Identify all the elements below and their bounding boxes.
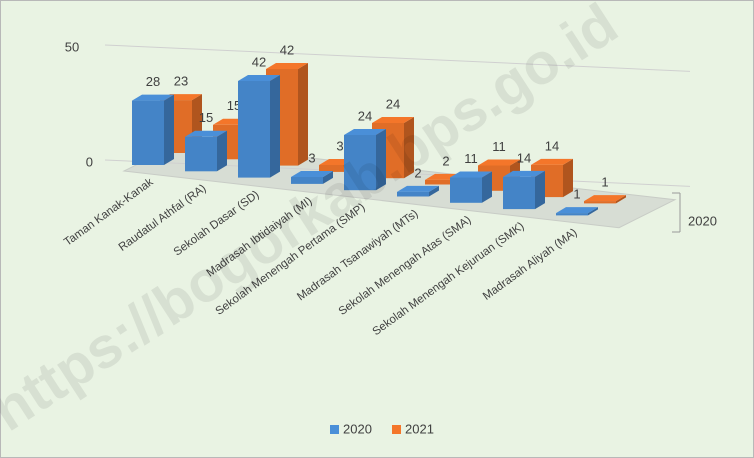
bar-top	[531, 158, 573, 165]
bar-top	[372, 117, 414, 123]
legend-swatch	[392, 425, 401, 434]
bar-top	[397, 185, 439, 192]
bar-top	[132, 94, 174, 101]
bar-front	[503, 176, 535, 210]
bar-side	[323, 171, 333, 184]
data-label: 1	[573, 187, 580, 202]
bar	[531, 158, 573, 198]
bar	[450, 171, 492, 203]
bar-front	[132, 100, 164, 165]
y-tick-label: 0	[86, 154, 93, 169]
bar-side	[482, 171, 492, 203]
data-label: 15	[227, 98, 241, 113]
bar-side	[616, 195, 626, 204]
data-label: 11	[464, 151, 478, 166]
bar-front	[185, 136, 217, 172]
data-label: 11	[492, 139, 506, 154]
data-label: 3	[336, 138, 343, 153]
bar-side	[404, 117, 414, 179]
bar	[503, 170, 545, 210]
data-label: 24	[358, 108, 372, 123]
bar-side	[217, 130, 227, 172]
legend-swatch	[330, 425, 339, 434]
data-label: 15	[199, 110, 213, 125]
bar-top	[584, 195, 626, 202]
bar-front	[291, 177, 323, 184]
bar-front	[397, 191, 429, 197]
data-label: 14	[545, 138, 559, 153]
bar-front	[238, 81, 270, 178]
bar-front	[425, 179, 457, 185]
bar-top	[185, 130, 227, 137]
data-label: 42	[280, 42, 294, 57]
bar	[397, 185, 439, 197]
bar-side	[535, 170, 545, 210]
data-label: 42	[252, 54, 266, 69]
bar-top	[556, 207, 598, 214]
bar-top	[266, 63, 308, 69]
grid-line	[104, 44, 691, 72]
bar-side	[563, 158, 573, 198]
depth-label: 2020	[688, 213, 717, 228]
bar-side	[164, 94, 174, 165]
bar-top	[238, 75, 280, 81]
bar	[584, 195, 626, 204]
bar-top	[344, 129, 386, 135]
data-label: 2	[414, 165, 421, 180]
bar-top	[291, 171, 333, 177]
bar-side	[298, 63, 308, 166]
bar-front	[450, 177, 482, 203]
bar-front	[344, 135, 376, 191]
bar-front	[556, 213, 588, 216]
data-label: 24	[386, 96, 400, 111]
data-label: 3	[308, 150, 315, 165]
data-label: 14	[517, 150, 531, 165]
bar-top	[450, 171, 492, 178]
bar-side	[376, 129, 386, 191]
bar	[185, 130, 227, 172]
bar-side	[588, 207, 598, 216]
bar-top	[503, 170, 545, 177]
bar	[132, 94, 174, 165]
data-label: 28	[146, 74, 160, 89]
y-tick-label: 50	[65, 39, 79, 54]
legend-label: 2021	[405, 421, 434, 436]
bar	[556, 207, 598, 216]
data-label: 1	[601, 175, 608, 190]
bar-side	[429, 185, 439, 197]
bar-front	[584, 201, 616, 204]
data-label: 23	[174, 74, 188, 89]
bar-top	[478, 159, 520, 166]
bar-side	[270, 75, 280, 178]
bar	[344, 129, 386, 191]
bar	[238, 75, 280, 178]
bar-front	[319, 165, 351, 172]
data-label: 2	[442, 153, 449, 168]
legend-label: 2020	[343, 421, 372, 436]
bar	[291, 171, 333, 184]
